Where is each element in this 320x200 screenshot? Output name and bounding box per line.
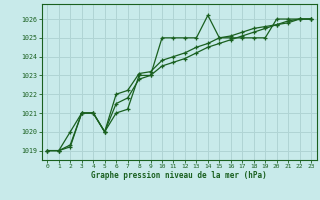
X-axis label: Graphe pression niveau de la mer (hPa): Graphe pression niveau de la mer (hPa): [91, 171, 267, 180]
